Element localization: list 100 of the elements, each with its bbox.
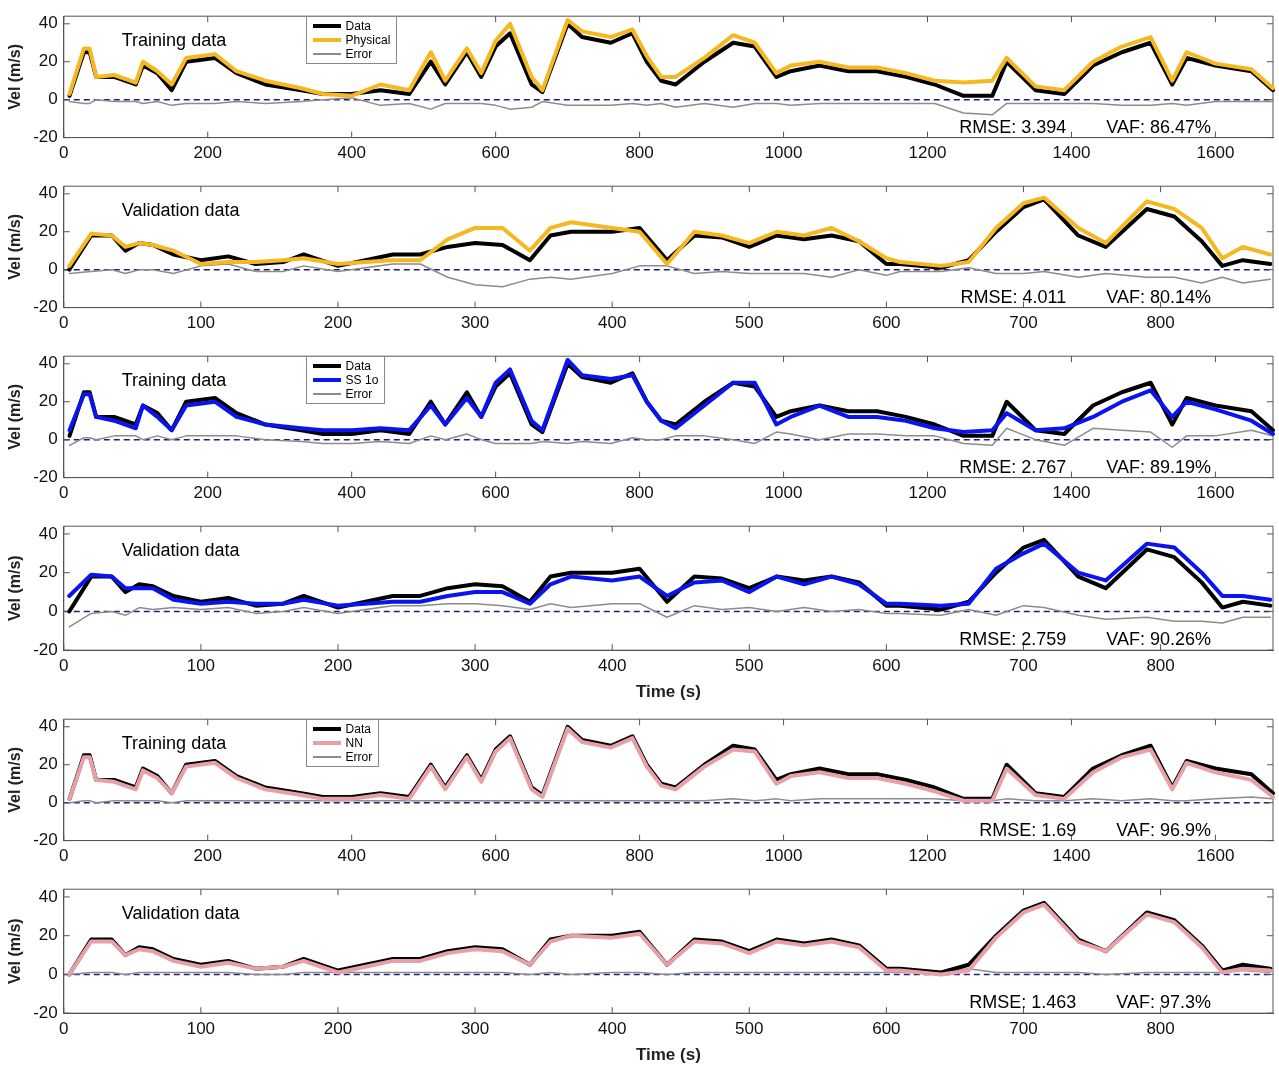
x-tick-label: 500: [735, 656, 764, 676]
x-tick-label: 800: [1146, 1019, 1175, 1039]
annotation: VAF: 86.47%: [1106, 116, 1211, 137]
x-tick-label: 200: [193, 483, 222, 503]
annotation: VAF: 89.19%: [1106, 456, 1211, 477]
x-tick-label: 700: [1009, 313, 1038, 333]
x-tick-label: 400: [597, 1019, 627, 1039]
x-tick-label: 500: [735, 1019, 764, 1039]
legend-label: Error: [345, 750, 373, 765]
x-tick-label: 1600: [1196, 143, 1235, 163]
x-tick-label: 1000: [764, 143, 803, 163]
x-tick-label: 600: [481, 143, 510, 163]
y-tick-label: 0: [48, 259, 58, 279]
legend-label: Data: [345, 722, 371, 737]
legend-label: Data: [345, 19, 371, 34]
x-tick-label: 300: [460, 313, 490, 333]
y-tick-label: 20: [38, 562, 58, 582]
x-tick-label: 100: [186, 656, 216, 676]
annotation: RMSE: 3.394: [959, 116, 1067, 137]
x-axis-title: Time (s): [635, 682, 701, 702]
annotation: VAF: 97.3%: [1116, 992, 1211, 1013]
y-tick-label: 20: [38, 51, 58, 71]
legend-label: Data: [345, 359, 371, 374]
x-axis-title: Time (s): [635, 1045, 701, 1065]
y-tick-label: 40: [38, 716, 58, 736]
x-tick-label: 200: [323, 656, 353, 676]
annotation: RMSE: 2.759: [959, 629, 1067, 650]
x-tick-label: 600: [872, 1019, 901, 1039]
y-tick-label: 40: [38, 523, 58, 543]
x-tick-label: 400: [597, 313, 627, 333]
y-tick-label: 20: [38, 221, 58, 241]
x-tick-label: 1000: [764, 846, 803, 866]
x-tick-label: 1400: [1052, 483, 1091, 503]
x-tick-label: 800: [625, 483, 654, 503]
y-axis-title: Vel (m/s): [6, 213, 24, 280]
x-tick-label: 1200: [908, 483, 947, 503]
annotation: RMSE: 4.011: [960, 286, 1067, 307]
y-tick-label: 20: [38, 925, 58, 945]
x-tick-label: 200: [193, 143, 222, 163]
x-tick-label: 700: [1009, 656, 1038, 676]
annotation: Validation data: [121, 903, 241, 924]
y-axis-title: Vel (m/s): [6, 43, 24, 110]
x-tick-label: 800: [1146, 313, 1175, 333]
x-tick-label: 300: [460, 656, 490, 676]
y-tick-label: 0: [48, 429, 58, 449]
y-tick-label: 0: [48, 792, 58, 812]
x-tick-label: 400: [597, 656, 627, 676]
y-tick-label: -20: [33, 830, 58, 850]
y-tick-label: 0: [48, 601, 58, 621]
x-tick-label: 600: [872, 656, 901, 676]
legend-label: SS 1o: [345, 373, 379, 388]
y-tick-label: -20: [33, 1002, 58, 1022]
x-tick-label: 200: [323, 313, 353, 333]
y-tick-label: -20: [33, 639, 58, 659]
y-tick-label: 40: [38, 183, 58, 203]
legend-label: Error: [345, 387, 373, 402]
legend-label: Physical: [345, 33, 391, 48]
annotation: Training data: [121, 733, 228, 754]
y-tick-label: 20: [38, 391, 58, 411]
y-axis-title: Vel (m/s): [6, 555, 24, 622]
legend-label: Error: [345, 47, 373, 62]
y-tick-label: 0: [48, 964, 58, 984]
x-tick-label: 1400: [1052, 143, 1091, 163]
x-tick-label: 100: [186, 1019, 216, 1039]
y-axis-title: Vel (m/s): [6, 746, 24, 813]
y-tick-label: -20: [33, 467, 58, 487]
annotation: Validation data: [121, 200, 241, 221]
x-tick-label: 1200: [908, 143, 947, 163]
x-tick-label: 1400: [1052, 846, 1091, 866]
x-tick-label: 1600: [1196, 846, 1235, 866]
annotation: VAF: 90.26%: [1106, 629, 1211, 650]
x-tick-label: 700: [1009, 1019, 1038, 1039]
y-axis-title: Vel (m/s): [6, 383, 24, 450]
x-tick-label: 200: [193, 846, 222, 866]
annotation: RMSE: 1.69: [979, 819, 1077, 840]
y-tick-label: 20: [38, 754, 58, 774]
x-tick-label: 800: [1146, 656, 1175, 676]
y-tick-label: -20: [33, 297, 58, 317]
legend-label: NN: [345, 736, 363, 751]
x-tick-label: 200: [323, 1019, 353, 1039]
y-tick-label: -20: [33, 127, 58, 147]
x-tick-label: 800: [625, 143, 654, 163]
x-tick-label: 600: [872, 313, 901, 333]
x-tick-label: 400: [337, 483, 366, 503]
annotation: VAF: 80.14%: [1106, 286, 1211, 307]
y-tick-label: 40: [38, 13, 58, 33]
annotation: Training data: [121, 370, 228, 391]
x-tick-label: 100: [186, 313, 216, 333]
y-axis-title: Vel (m/s): [6, 918, 24, 985]
y-tick-label: 40: [38, 353, 58, 373]
x-tick-label: 300: [460, 1019, 490, 1039]
x-tick-label: 400: [337, 846, 366, 866]
annotation: Validation data: [121, 540, 241, 561]
y-tick-label: 0: [48, 89, 58, 109]
x-tick-label: 400: [337, 143, 366, 163]
y-tick-label: 40: [38, 886, 58, 906]
annotation: RMSE: 1.463: [969, 992, 1077, 1013]
annotation: Training data: [121, 30, 228, 51]
x-tick-label: 1200: [908, 846, 947, 866]
annotation: RMSE: 2.767: [959, 456, 1067, 477]
